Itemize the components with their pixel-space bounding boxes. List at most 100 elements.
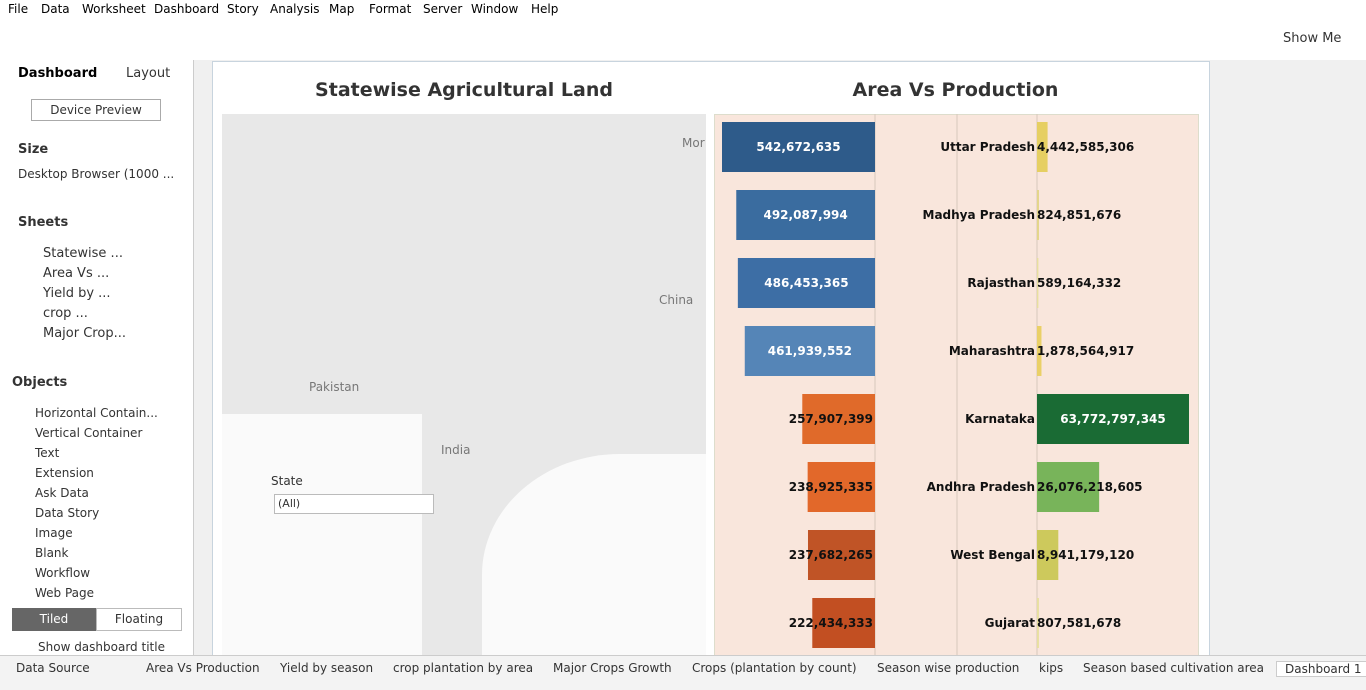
area-label: 237,682,265 <box>789 548 873 562</box>
layout-toggle[interactable]: Floating <box>96 608 182 631</box>
area-label: 238,925,335 <box>789 480 873 494</box>
map-label: Pakistan <box>309 380 360 394</box>
object-item[interactable]: Text <box>35 446 60 460</box>
area-bar <box>737 258 875 308</box>
production-label: 1,878,564,917 <box>1037 344 1134 358</box>
production-bar <box>1037 530 1059 580</box>
menu-item[interactable]: Server <box>423 2 463 16</box>
object-item[interactable]: Horizontal Contain... <box>35 406 158 420</box>
category-label: Rajasthan <box>967 276 1035 290</box>
menu-item[interactable]: Help <box>531 2 559 16</box>
menu-item[interactable]: Format <box>369 2 412 16</box>
production-bar <box>1037 394 1189 444</box>
menu-item[interactable]: Worksheet <box>82 2 146 16</box>
menu-item[interactable]: Window <box>471 2 519 16</box>
category-label: Madhya Pradesh <box>923 208 1036 222</box>
area-bar <box>802 394 875 444</box>
sheet-tab[interactable]: crop plantation by area <box>393 661 534 675</box>
category-label: West Bengal <box>950 548 1035 562</box>
toolbar <box>0 19 1366 61</box>
area-bar <box>736 190 875 240</box>
sea <box>222 414 422 655</box>
layout-toggle[interactable]: Tiled <box>12 608 96 631</box>
production-bar <box>1037 258 1039 308</box>
production-label: 807,581,678 <box>1037 616 1121 630</box>
sheet-tab[interactable]: Crops (plantation by count) <box>692 661 857 675</box>
sea <box>482 454 706 655</box>
production-label: 8,941,179,120 <box>1037 548 1134 562</box>
area-label: 222,434,333 <box>789 616 873 630</box>
tab-bar <box>0 655 1366 690</box>
category-label: Andhra Pradesh <box>927 480 1035 494</box>
filter-select[interactable]: (All) <box>274 494 434 514</box>
production-bar <box>1037 326 1042 376</box>
production-bar <box>1037 122 1048 172</box>
menu-bar <box>0 0 1366 19</box>
right-scrollbar <box>1350 60 1366 655</box>
size-select[interactable]: Desktop Browser (1000 ... <box>18 167 175 181</box>
area-bar <box>812 598 875 648</box>
map-label: India <box>441 443 471 457</box>
section-heading: Size <box>18 142 49 157</box>
area-label: 461,939,552 <box>768 344 852 358</box>
area-label: 542,672,635 <box>756 140 840 154</box>
sheet-item[interactable]: Yield by ... <box>43 286 111 301</box>
menu-item[interactable]: Story <box>227 2 259 16</box>
category-label: Gujarat <box>985 616 1036 630</box>
menu-item[interactable]: Data <box>41 2 70 16</box>
menu-item[interactable]: Map <box>329 2 355 16</box>
category-label: Maharashtra <box>949 344 1035 358</box>
menu-item[interactable]: Analysis <box>270 2 320 16</box>
production-bar <box>1037 598 1039 648</box>
sheet-tab[interactable]: kips <box>1039 661 1064 675</box>
show-me[interactable]: Show Me <box>1283 31 1342 46</box>
sheet-tab[interactable]: Yield by season <box>280 661 374 675</box>
sheet-item[interactable]: Area Vs ... <box>43 266 110 281</box>
sheet-tab[interactable]: Season based cultivation area <box>1083 661 1264 675</box>
area-label: 492,087,994 <box>763 208 847 222</box>
category-label: Karnataka <box>965 412 1035 426</box>
menu-item[interactable]: File <box>8 2 29 16</box>
object-item[interactable]: Workflow <box>35 566 91 580</box>
production-label: 589,164,332 <box>1037 276 1121 290</box>
area-bar <box>744 326 875 376</box>
area-label: 257,907,399 <box>789 412 873 426</box>
sheet-item[interactable]: Major Crop... <box>43 326 126 341</box>
sheet-tab[interactable]: Dashboard 1 <box>1276 661 1366 677</box>
sidebar <box>0 60 194 655</box>
sheet-item[interactable]: crop ... <box>43 306 88 321</box>
chart: 542,672,635 Uttar Pradesh 4,442,585,306 492… <box>722 114 1189 655</box>
menu-item[interactable]: Dashboard <box>154 2 220 16</box>
sheet-tab[interactable]: Data Source <box>16 661 90 675</box>
device-preview-button[interactable]: Device Preview <box>31 99 161 121</box>
object-item[interactable]: Vertical Container <box>35 426 143 440</box>
sheet-tab[interactable]: Season wise production <box>877 661 1020 675</box>
sheet-tab[interactable]: Major Crops Growth <box>553 661 672 675</box>
map-label: China <box>659 293 694 307</box>
section-heading: Sheets <box>18 215 69 230</box>
sheet-tab[interactable]: Area Vs Production <box>146 661 260 675</box>
chart-title: Area Vs Production <box>852 79 1059 101</box>
production-label: 824,851,676 <box>1037 208 1121 222</box>
map-label: Mor <box>682 136 705 150</box>
object-item[interactable]: Blank <box>35 546 69 560</box>
map <box>222 114 706 655</box>
sidebar-tab[interactable]: Layout <box>126 66 171 81</box>
object-item[interactable]: Ask Data <box>35 486 89 500</box>
object-item[interactable]: Web Page <box>35 586 95 600</box>
sidebar-tab[interactable]: Dashboard <box>18 66 98 81</box>
object-item[interactable]: Data Story <box>35 506 100 520</box>
object-item[interactable]: Image <box>35 526 73 540</box>
production-bar <box>1037 462 1100 512</box>
production-label: 26,076,218,605 <box>1037 480 1143 494</box>
area-label: 486,453,365 <box>764 276 848 290</box>
sheet-item[interactable]: Statewise ... <box>43 246 123 261</box>
object-item[interactable]: Extension <box>35 466 94 480</box>
area-bar <box>807 530 875 580</box>
section-heading: Objects <box>12 375 68 390</box>
production-bar <box>1037 190 1039 240</box>
map-title: Statewise Agricultural Land <box>315 79 613 101</box>
checkbox-label[interactable]: Show dashboard title <box>38 640 165 654</box>
production-label: 4,442,585,306 <box>1037 140 1134 154</box>
